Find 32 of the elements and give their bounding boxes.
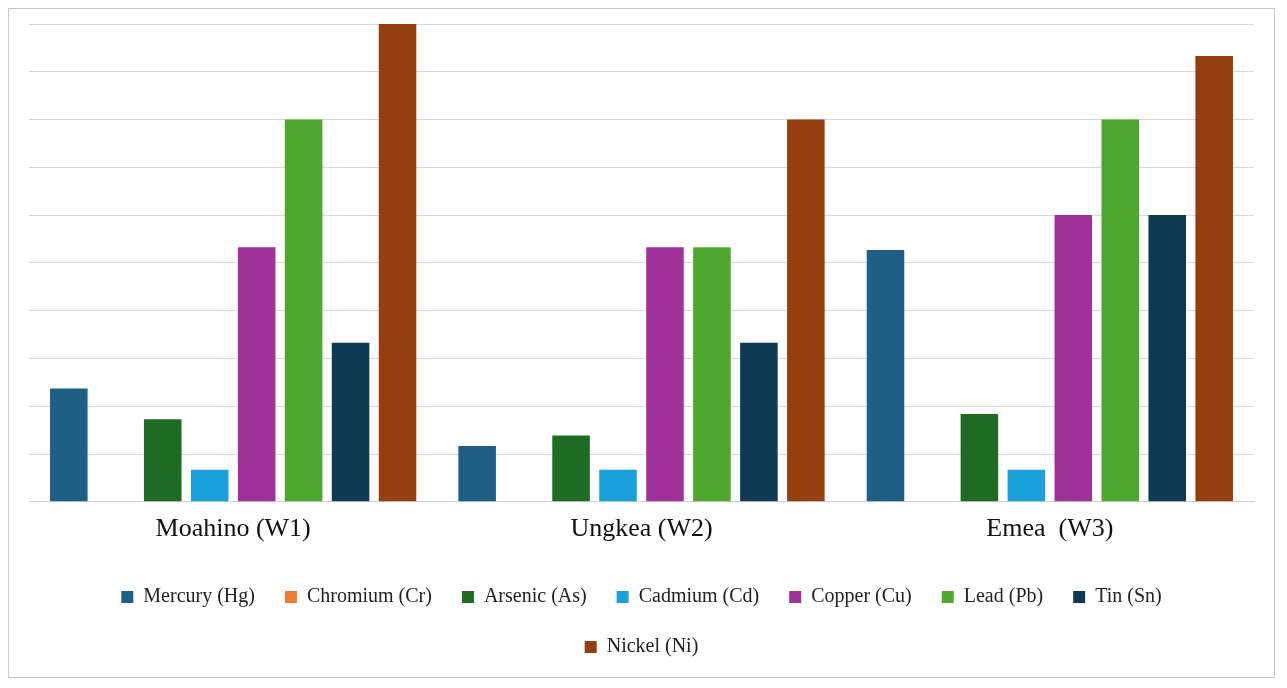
legend-label: Copper (Cu) — [811, 584, 912, 608]
legend-label: Mercury (Hg) — [143, 584, 255, 608]
legend-label: Cadmium (Cd) — [638, 584, 760, 608]
bar — [378, 24, 417, 502]
bar — [331, 342, 370, 502]
bar — [866, 250, 905, 502]
legend-label: Chromium (Cr) — [306, 584, 432, 608]
x-tick-label: Ungkea (W2) — [570, 513, 713, 543]
bar — [787, 119, 825, 502]
bar — [1101, 119, 1140, 502]
bar — [190, 469, 229, 502]
legend-label: Arsenic (As) — [483, 584, 587, 608]
bar — [1007, 469, 1046, 502]
bar — [237, 247, 276, 502]
x-tick-label: Emea (W3) — [986, 513, 1114, 543]
bar — [143, 419, 182, 502]
bar — [1148, 215, 1187, 502]
bar — [960, 413, 999, 502]
bar — [458, 445, 496, 502]
bar — [1054, 215, 1093, 502]
bar — [646, 247, 684, 502]
bar — [1195, 56, 1233, 502]
legend-label: Lead (Pb) — [963, 584, 1044, 608]
bar — [284, 119, 323, 502]
bar — [693, 247, 731, 502]
bar — [552, 435, 590, 502]
x-tick-label: Moahino (W1) — [155, 513, 311, 543]
legend-label: Tin (Sn) — [1095, 584, 1162, 608]
bar — [50, 388, 88, 502]
bar — [740, 342, 778, 502]
legend-label: Nickel (Ni) — [606, 634, 699, 658]
bar — [599, 469, 637, 502]
